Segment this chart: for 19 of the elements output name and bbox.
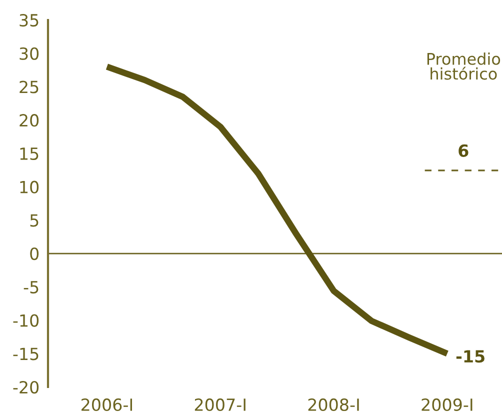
y-tick-label: 20	[20, 114, 39, 127]
x-tick-label: 2006-I	[82, 398, 132, 412]
y-tick-label: 15	[20, 148, 38, 160]
annotation: 6	[458, 144, 468, 157]
y-tick-label: 35	[20, 14, 38, 27]
y-tick-label: -10	[13, 314, 39, 327]
y-tick-label: 25	[20, 80, 38, 94]
y-tick-label: -20	[13, 380, 39, 394]
y-tick-label: -5	[24, 281, 38, 294]
x-tick-label: 2007-I	[194, 398, 246, 412]
annotation: Promedio histórico	[427, 52, 500, 80]
x-tick-label: 2009-I	[422, 398, 472, 412]
x-tick-label: 2008-I	[308, 398, 359, 412]
y-tick-label: 0	[30, 248, 39, 260]
y-tick-label: 30	[20, 47, 39, 60]
y-tick-label: -15	[13, 348, 38, 360]
y-tick-label: 5	[30, 214, 38, 227]
data-label: -15	[456, 350, 484, 363]
y-tick-label: 10	[20, 180, 39, 194]
